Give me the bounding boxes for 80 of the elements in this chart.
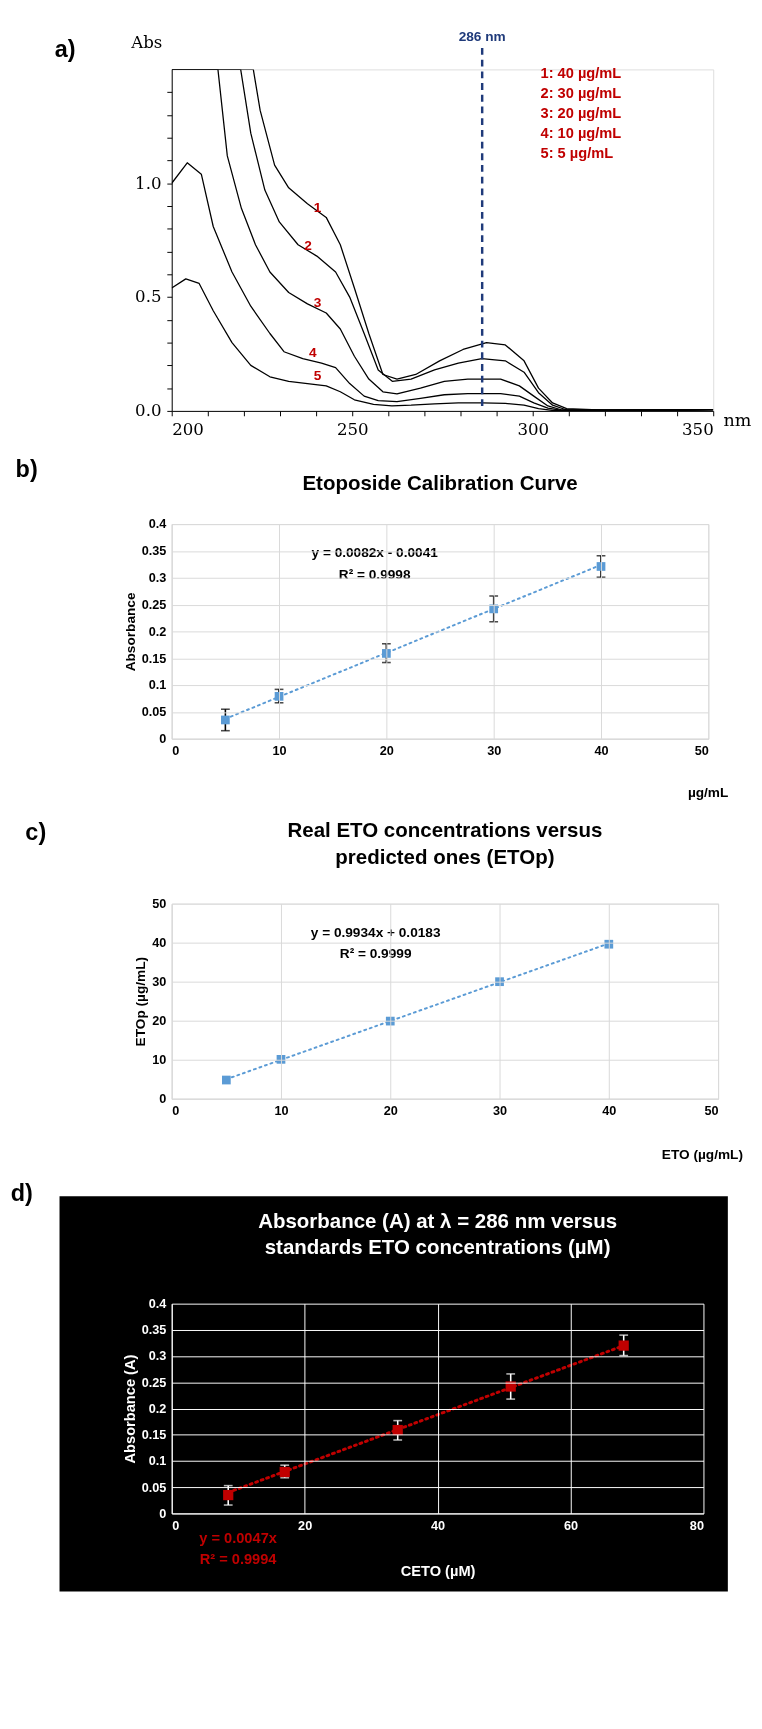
- y-tick-label: 0.2: [148, 624, 167, 639]
- y-tick-label: 40: [152, 936, 167, 951]
- y-tick-label: 0.1: [148, 1454, 167, 1469]
- x-axis-title: µg/mL: [687, 784, 729, 800]
- x-tick-label: 50: [704, 1103, 719, 1118]
- x-axis-title: ETO (µg/mL): [661, 1146, 743, 1162]
- y-axis-title: Absorbance: [122, 592, 138, 672]
- y-tick-label: 0.3: [148, 1349, 167, 1364]
- ref-line-label: 286 nm: [458, 29, 506, 45]
- y-tick-label: 0.0: [135, 401, 162, 421]
- y-axis-title: ETOp (µg/mL): [133, 956, 149, 1047]
- x-axis-title: CETO (µM): [400, 1563, 476, 1580]
- text: a): [54, 35, 76, 62]
- y-tick-label: 0.15: [141, 651, 167, 666]
- y-tick-label: 0.1: [148, 678, 167, 693]
- y-tick-label: 0.05: [141, 705, 167, 720]
- text: d): [10, 1180, 33, 1207]
- annotation: y = 0.0082x - 0.0041: [311, 545, 439, 561]
- x-tick-label: 350: [682, 419, 714, 439]
- y-tick-label: 1.0: [135, 173, 162, 193]
- annotation: 1: 40 µg/mL: [540, 65, 622, 82]
- x-tick-label: 50: [694, 743, 709, 758]
- y-tick-label: 0: [159, 1092, 167, 1107]
- text: c): [25, 819, 47, 846]
- x-tick-label: 60: [563, 1518, 579, 1533]
- x-tick-label: 40: [594, 743, 609, 758]
- y-axis-title: Abs: [130, 33, 163, 53]
- y-tick-label: 0.35: [141, 1323, 167, 1338]
- y-tick-label: 0.15: [141, 1428, 167, 1443]
- x-tick-label: 20: [379, 743, 394, 758]
- x-tick-label: 300: [517, 419, 550, 439]
- series-label: 1: [313, 199, 322, 215]
- series-label: 5: [313, 368, 322, 384]
- chart-title: Etoposide Calibration Curve: [302, 470, 578, 494]
- y-tick-label: 0.3: [148, 571, 167, 586]
- y-tick-label: 0.4: [148, 517, 167, 532]
- series-label: 2: [304, 238, 313, 254]
- annotation: R² = 0.9999: [339, 946, 412, 962]
- y-tick-label: 0: [159, 732, 167, 747]
- series-label: 4: [308, 345, 317, 361]
- annotation: y = 0.9934x + 0.0183: [310, 924, 441, 940]
- x-tick-label: 20: [383, 1103, 398, 1118]
- y-tick-label: 0.25: [141, 1375, 167, 1390]
- x-tick-label: 10: [272, 743, 287, 758]
- annotation: R² = 0.9998: [338, 566, 411, 582]
- x-tick-label: 0: [172, 743, 180, 758]
- text: b): [15, 456, 38, 483]
- x-tick-label: 40: [431, 1518, 446, 1533]
- x-tick-label: 250: [336, 419, 369, 439]
- x-tick-label: 200: [172, 419, 204, 439]
- annotation: 5: 5 µg/mL: [540, 145, 614, 162]
- chart-title: Absorbance (A) at λ = 286 nm versus standards ETO concentrations (µM): [258, 1208, 618, 1258]
- y-tick-label: 0.4: [148, 1297, 167, 1312]
- y-tick-label: 0.05: [141, 1480, 167, 1495]
- annotation: 3: 20 µg/mL: [540, 105, 622, 122]
- y-tick-label: 0.35: [141, 544, 167, 559]
- text: R² = 0.9994: [199, 1551, 278, 1568]
- x-axis-title: nm: [723, 410, 752, 431]
- x-tick-label: 10: [274, 1103, 289, 1118]
- y-tick-label: 10: [152, 1053, 167, 1068]
- x-tick-label: 30: [487, 743, 502, 758]
- y-tick-label: 0.5: [135, 287, 162, 307]
- x-tick-label: 20: [298, 1518, 313, 1533]
- annotation: 4: 10 µg/mL: [540, 125, 622, 142]
- y-tick-label: 0.25: [141, 597, 167, 612]
- annotation: 2: 30 µg/mL: [540, 85, 622, 102]
- chart-title: Real ETO concentrations versus predicted ones (ETOp): [287, 818, 603, 868]
- x-tick-label: 0: [172, 1518, 180, 1533]
- y-axis-title: Absorbance (A): [121, 1354, 138, 1464]
- y-tick-label: 30: [152, 975, 167, 990]
- x-tick-label: 40: [602, 1103, 617, 1118]
- x-tick-label: 80: [689, 1518, 704, 1533]
- y-tick-label: 0.2: [148, 1401, 167, 1416]
- series-label: 3: [313, 295, 322, 311]
- x-tick-label: 30: [492, 1103, 508, 1118]
- y-tick-label: 20: [152, 1014, 167, 1029]
- y-tick-label: 50: [152, 897, 167, 912]
- y-tick-label: 0: [159, 1506, 167, 1521]
- text: y = 0.0047x: [199, 1529, 278, 1546]
- x-tick-label: 0: [172, 1103, 180, 1118]
